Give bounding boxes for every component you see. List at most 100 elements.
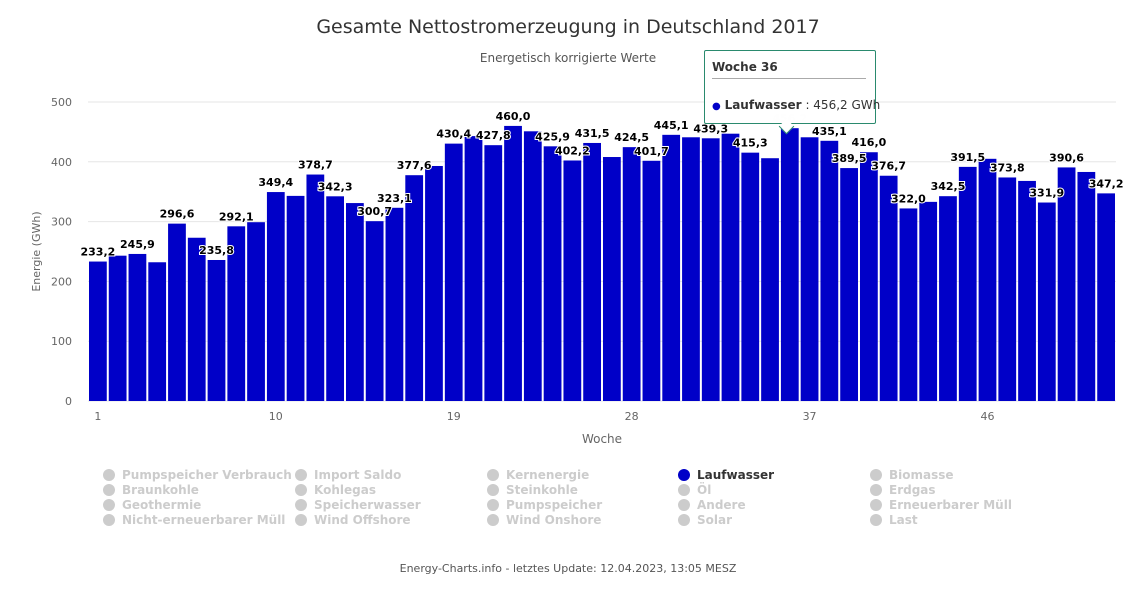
bar[interactable] bbox=[543, 146, 562, 401]
legend-item[interactable]: Biomasse bbox=[870, 467, 1062, 482]
legend-item[interactable]: Braunkohle bbox=[103, 482, 295, 497]
legend-item[interactable]: Wind Onshore bbox=[487, 512, 678, 527]
bar[interactable] bbox=[662, 134, 681, 401]
data-label: 342,3 bbox=[318, 180, 353, 193]
legend-item[interactable]: Last bbox=[870, 512, 1062, 527]
legend-dot-icon bbox=[487, 513, 499, 526]
bar[interactable] bbox=[326, 196, 344, 401]
bar[interactable] bbox=[721, 133, 740, 401]
legend-item[interactable]: Kernenergie bbox=[487, 467, 678, 482]
bar[interactable] bbox=[523, 131, 542, 401]
y-tick-label: 400 bbox=[51, 156, 72, 169]
bar[interactable] bbox=[879, 175, 898, 401]
legend-dot-icon bbox=[678, 468, 690, 481]
legend-item[interactable]: Pumpspeicher Verbrauch bbox=[103, 467, 295, 482]
legend-label: Erdgas bbox=[889, 482, 936, 497]
bar[interactable] bbox=[286, 195, 305, 401]
bar[interactable] bbox=[958, 166, 977, 401]
bar[interactable] bbox=[899, 208, 918, 401]
legend-dot-icon bbox=[103, 513, 115, 526]
legend-item[interactable]: Steinkohle bbox=[487, 482, 678, 497]
bar[interactable] bbox=[405, 175, 424, 401]
legend-item[interactable]: Geothermie bbox=[103, 497, 295, 512]
bar[interactable] bbox=[464, 136, 483, 401]
bar[interactable] bbox=[939, 196, 957, 401]
bar[interactable] bbox=[603, 157, 621, 401]
bar[interactable] bbox=[761, 158, 779, 401]
bar[interactable] bbox=[682, 137, 700, 402]
tooltip-row: ● Laufwasser : 456,2 GWh bbox=[712, 98, 880, 112]
bar[interactable] bbox=[89, 261, 107, 401]
legend-label: Kohlegas bbox=[314, 482, 376, 497]
bar[interactable] bbox=[365, 221, 384, 401]
legend-item[interactable]: Speicherwasser bbox=[295, 497, 487, 512]
bar[interactable] bbox=[108, 255, 127, 401]
bar[interactable] bbox=[168, 223, 186, 401]
bar[interactable] bbox=[860, 152, 878, 401]
legend-item[interactable]: Import Saldo bbox=[295, 467, 487, 482]
bar[interactable] bbox=[128, 253, 147, 401]
legend-dot-icon bbox=[870, 513, 882, 526]
bar[interactable] bbox=[346, 203, 364, 401]
legend-item[interactable]: Nicht-erneuerbarer Müll bbox=[103, 512, 295, 527]
bar[interactable] bbox=[504, 125, 522, 402]
bar[interactable] bbox=[187, 237, 206, 401]
bar[interactable] bbox=[919, 201, 938, 401]
legend-item[interactable]: Andere bbox=[678, 497, 870, 512]
bar[interactable] bbox=[800, 137, 819, 402]
bar[interactable] bbox=[780, 128, 799, 402]
bar[interactable] bbox=[701, 138, 720, 402]
data-label: 430,4 bbox=[436, 128, 471, 141]
bar[interactable] bbox=[148, 262, 167, 401]
bar[interactable] bbox=[978, 158, 997, 401]
data-label: 424,5 bbox=[614, 131, 649, 144]
legend-item[interactable]: Wind Offshore bbox=[295, 512, 487, 527]
legend-item[interactable]: Erdgas bbox=[870, 482, 1062, 497]
legend-label: Wind Onshore bbox=[506, 512, 602, 527]
legend-dot-icon bbox=[295, 483, 307, 496]
bar[interactable] bbox=[1077, 171, 1096, 401]
bar[interactable] bbox=[444, 143, 463, 402]
bar[interactable] bbox=[1037, 202, 1056, 401]
bar[interactable] bbox=[563, 160, 582, 401]
tooltip-divider bbox=[712, 78, 866, 79]
data-label: 427,8 bbox=[476, 129, 511, 142]
bar[interactable] bbox=[247, 222, 265, 401]
legend-item[interactable]: Erneuerbarer Müll bbox=[870, 497, 1062, 512]
legend-dot-icon bbox=[295, 513, 307, 526]
tooltip-value: : 456,2 GWh bbox=[805, 98, 881, 112]
bar[interactable] bbox=[306, 174, 325, 401]
bar[interactable] bbox=[583, 142, 601, 401]
legend-item[interactable]: Solar bbox=[678, 512, 870, 527]
legend-item[interactable]: Pumpspeicher bbox=[487, 497, 678, 512]
bar[interactable] bbox=[1057, 167, 1076, 401]
legend-dot-icon bbox=[295, 468, 307, 481]
bar[interactable] bbox=[266, 192, 285, 401]
bar[interactable] bbox=[998, 177, 1017, 401]
x-tick-label: 46 bbox=[981, 410, 995, 423]
x-axis-title: Woche bbox=[582, 432, 622, 446]
legend-label: Erneuerbarer Müll bbox=[889, 497, 1012, 512]
bar[interactable] bbox=[642, 160, 661, 401]
legend-item[interactable]: Laufwasser bbox=[678, 467, 870, 482]
legend-dot-icon bbox=[295, 498, 307, 511]
bar[interactable] bbox=[484, 145, 503, 401]
legend-label: Pumpspeicher bbox=[506, 497, 603, 512]
legend-item[interactable]: Kohlegas bbox=[295, 482, 487, 497]
legend-label: Solar bbox=[697, 512, 733, 527]
bar[interactable] bbox=[1097, 193, 1115, 401]
bar[interactable] bbox=[385, 207, 404, 401]
bar[interactable] bbox=[622, 147, 641, 401]
data-label: 416,0 bbox=[851, 136, 886, 149]
bar[interactable] bbox=[1018, 180, 1036, 401]
bar[interactable] bbox=[741, 152, 760, 401]
bar[interactable] bbox=[207, 259, 226, 401]
bar[interactable] bbox=[227, 226, 246, 401]
data-label: 292,1 bbox=[219, 210, 254, 223]
bar[interactable] bbox=[820, 140, 839, 402]
y-tick-label: 200 bbox=[51, 275, 72, 288]
bar[interactable] bbox=[425, 165, 443, 401]
legend-item[interactable]: Öl bbox=[678, 482, 870, 497]
bar[interactable] bbox=[840, 168, 858, 401]
